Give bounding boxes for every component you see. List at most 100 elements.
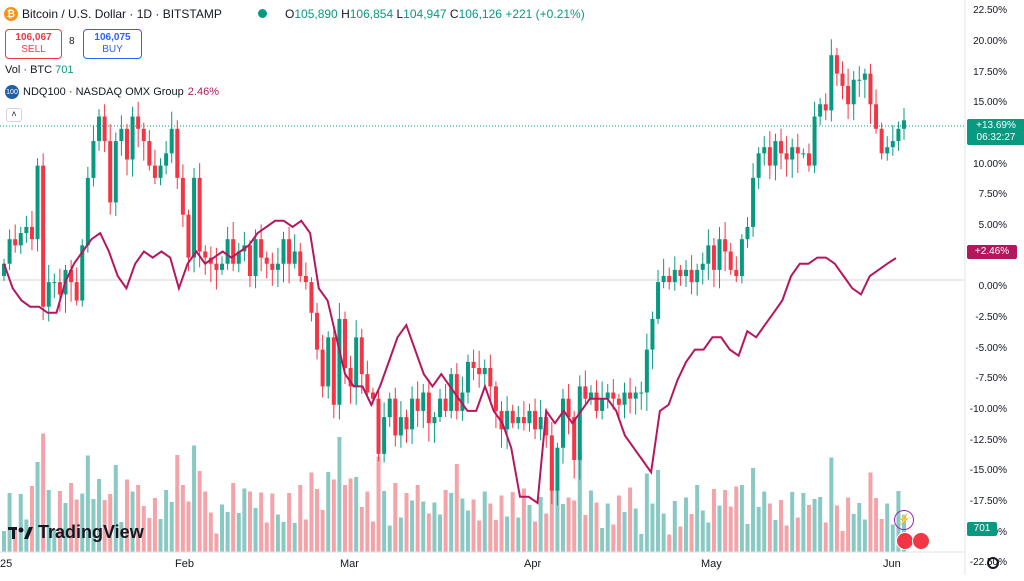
bitcoin-icon: ₿ [4, 7, 18, 21]
candle-body [113, 141, 118, 203]
volume-legend[interactable]: Vol · BTC 701 [5, 64, 74, 76]
volume-bar [516, 517, 521, 552]
volume-bar [63, 503, 68, 552]
volume-bar [588, 490, 593, 552]
y-tick-label: 5.00% [978, 219, 1007, 231]
candle-body [510, 410, 515, 424]
candle-body [728, 251, 733, 270]
candle-body [91, 141, 96, 178]
volume-bar [739, 485, 744, 552]
candle-body [611, 392, 616, 399]
candle-body [689, 269, 694, 283]
candle-body [773, 141, 778, 166]
symbol-header[interactable]: ₿ Bitcoin / U.S. Dollar · 1D · BITSTAMP [4, 7, 222, 21]
collapse-legend-icon[interactable]: ˄ [6, 108, 22, 122]
volume-bar [415, 485, 420, 552]
candle-body [834, 55, 839, 74]
candle-body [521, 417, 526, 424]
y-tick-label: -17.50% [969, 495, 1007, 507]
volume-bar [443, 490, 448, 552]
candle-body [801, 153, 806, 155]
candle-body [868, 73, 873, 105]
candle-body [180, 177, 185, 215]
candle-body [751, 177, 756, 227]
candle-body [477, 368, 482, 375]
candle-body [275, 263, 280, 270]
volume-bar [594, 502, 599, 552]
candle-body [723, 239, 728, 252]
market-status-dot-icon[interactable] [258, 9, 267, 18]
sell-price: 106,067 [15, 32, 52, 43]
candle-body [661, 276, 666, 283]
volume-bar [342, 485, 347, 552]
candle-body [24, 226, 29, 234]
candle-body [516, 417, 521, 424]
candle-body [745, 226, 750, 240]
candle-body [376, 398, 381, 454]
tradingview-logo[interactable]: TradingView [8, 522, 144, 543]
candle-body [74, 282, 79, 301]
candle-body [449, 374, 454, 411]
volume-bar [683, 497, 688, 552]
volume-bar [186, 501, 191, 552]
compare-legend[interactable]: 100 NDQ100 · NASDAQ OMX Group 2.46% [5, 85, 219, 99]
candle-body [370, 392, 375, 399]
volume-bar [292, 523, 297, 552]
candle-body [823, 104, 828, 111]
x-tick-label: 25 [0, 558, 13, 570]
candle-body [465, 361, 470, 393]
candle-body [549, 435, 554, 491]
candle-body [270, 263, 275, 270]
volume-bar [57, 491, 62, 552]
candle-body [410, 398, 415, 430]
candle-body [493, 386, 498, 411]
volume-bar [85, 455, 90, 552]
us-flag-event-icon-2[interactable] [912, 532, 930, 550]
candle-body [393, 398, 398, 436]
volume-bar [650, 503, 655, 552]
symbol-title[interactable]: Bitcoin / U.S. Dollar · 1D · BITSTAMP [22, 7, 222, 21]
candle-body [404, 417, 409, 430]
candle-body [795, 147, 800, 154]
candle-body [460, 392, 465, 411]
volume-bar [365, 491, 370, 552]
volume-bar [465, 510, 470, 552]
candle-body [622, 392, 627, 405]
volume-bar [197, 471, 202, 552]
candle-body [41, 165, 46, 307]
volume-bar [549, 457, 554, 552]
volume-bar [253, 508, 258, 552]
logo-text: TradingView [38, 522, 144, 542]
volume-bar [667, 534, 672, 552]
y-tick-label: -15.00% [969, 465, 1007, 477]
volume-bar [180, 485, 185, 552]
candle-body [359, 337, 364, 375]
volume-bar [303, 519, 308, 552]
candle-body [454, 374, 459, 411]
candle-body [326, 337, 331, 387]
candle-body [572, 417, 577, 460]
volume-bar [46, 490, 51, 552]
volume-bar [779, 500, 784, 552]
y-tick-label: -7.50% [975, 373, 1007, 385]
sell-button[interactable]: 106,067 SELL [5, 29, 62, 59]
candle-body [298, 251, 303, 276]
volume-bar [287, 493, 292, 552]
volume-bar [874, 498, 879, 552]
candle-body [717, 239, 722, 270]
volume-bar [700, 510, 705, 552]
volume-bar [857, 503, 862, 552]
gear-icon[interactable] [987, 557, 999, 569]
volume-bar [840, 531, 845, 552]
volume-bar [661, 513, 666, 552]
volume-bar [812, 499, 817, 552]
candle-body [762, 147, 767, 154]
buy-button[interactable]: 106,075 BUY [83, 29, 142, 59]
lightning-event-icon[interactable]: ⚡ [894, 510, 914, 530]
volume-bar [751, 468, 756, 552]
volume-bar [801, 493, 806, 552]
volume-bar [259, 492, 264, 552]
volume-bar [628, 487, 633, 552]
candle-body [767, 147, 772, 166]
